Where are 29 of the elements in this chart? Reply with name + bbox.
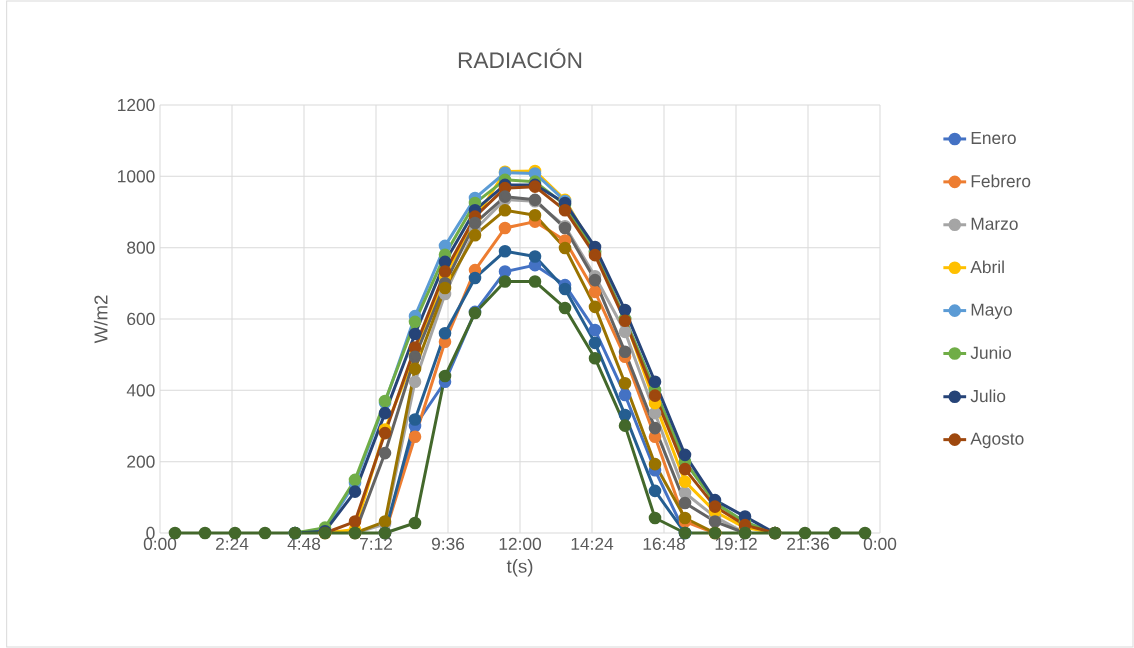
y-tick-label: 0 <box>146 526 155 540</box>
legend-label: Enero <box>971 132 1016 145</box>
legend-label: Agosto <box>970 432 1024 449</box>
x-axis-title: t(s) <box>506 559 533 577</box>
x-tick-label: 0:00 <box>863 537 897 550</box>
chart-title: RADIACIÓN <box>458 48 582 69</box>
y-tick-label: 600 <box>127 312 155 326</box>
legend-label: Junio <box>970 346 1011 359</box>
y-tick-label: 400 <box>126 384 155 397</box>
x-tick-label: 14:24 <box>571 537 614 550</box>
legend-label: Julio <box>970 389 1006 403</box>
x-tick-label: 12:00 <box>499 537 542 550</box>
legend-label: Mayo <box>971 303 1012 320</box>
x-tick-label: 21:36 <box>787 537 829 550</box>
y-axis-title: W/m2 <box>93 295 108 344</box>
x-tick-label: 16:48 <box>643 537 685 550</box>
y-tick-label: 200 <box>127 455 155 468</box>
legend-label: Febrero <box>971 174 1031 188</box>
x-tick-label: 4:48 <box>287 537 321 550</box>
x-tick-label: 7:12 <box>360 537 392 550</box>
x-tick-label: 9:36 <box>431 537 465 550</box>
y-tick-label: 1200 <box>118 98 155 112</box>
y-tick-label: 1000 <box>118 170 155 183</box>
legend-label: Abril <box>970 260 1004 274</box>
x-tick-label: 2:24 <box>216 537 249 550</box>
x-tick-label: 19:12 <box>715 537 757 550</box>
y-tick-label: 800 <box>127 241 155 254</box>
x-tick-label: 0:00 <box>143 537 177 550</box>
legend-label: Marzo <box>971 217 1018 230</box>
